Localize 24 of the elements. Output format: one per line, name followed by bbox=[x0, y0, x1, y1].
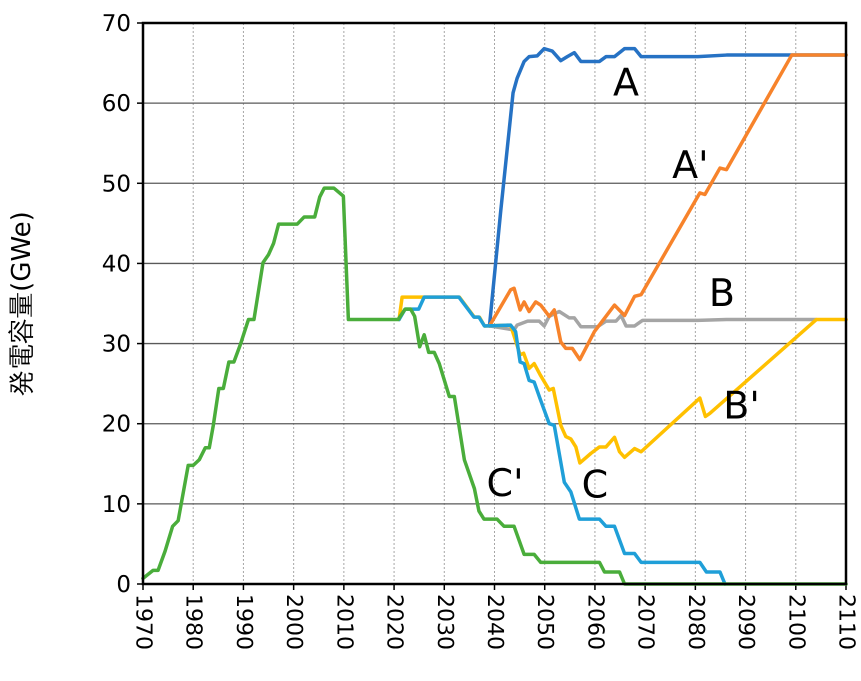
x-tick-label: 2000 bbox=[281, 594, 306, 650]
x-tick-label: 2110 bbox=[834, 594, 858, 650]
x-tick-label: 2090 bbox=[733, 594, 758, 650]
y-tick-label: 60 bbox=[102, 91, 131, 118]
y-tick-label: 20 bbox=[102, 412, 131, 438]
y-tick-label: 30 bbox=[102, 332, 131, 358]
y-tick-label: 50 bbox=[102, 171, 131, 198]
x-tick-label: 2070 bbox=[632, 594, 658, 650]
x-tick-label: 1970 bbox=[130, 594, 156, 650]
x-tick-label: 2030 bbox=[432, 594, 457, 650]
x-tick-label: 2020 bbox=[382, 594, 407, 650]
y-axis-title: 発電容量(GWe) bbox=[7, 211, 37, 396]
x-tick-label: 1990 bbox=[230, 594, 256, 650]
y-tick-label: 10 bbox=[102, 492, 131, 518]
x-tick-label: 2080 bbox=[682, 594, 708, 650]
x-tick-label: 1980 bbox=[180, 594, 206, 650]
x-tick-label: 2050 bbox=[532, 594, 558, 650]
x-tick-label: 2010 bbox=[331, 594, 356, 650]
x-tick-label: 2100 bbox=[783, 594, 808, 650]
y-tick-label: 0 bbox=[116, 572, 131, 598]
x-tick-label: 2060 bbox=[582, 594, 608, 650]
y-tick-label: 70 bbox=[102, 11, 131, 37]
y-tick-label: 40 bbox=[102, 251, 131, 278]
x-tick-label: 2040 bbox=[482, 594, 507, 650]
